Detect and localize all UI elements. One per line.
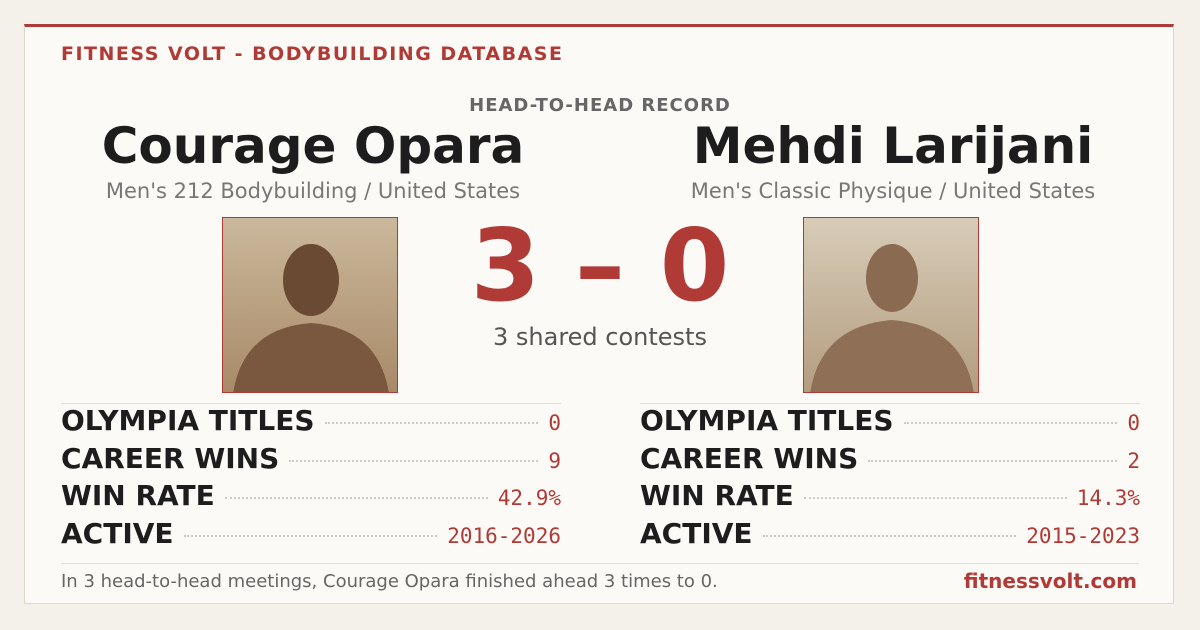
leader [183,534,438,537]
leader [324,422,539,424]
leader [762,534,1017,537]
photo-art [233,244,389,392]
stat-row: OLYMPIA TITLES 0 [61,404,561,442]
card: FITNESS VOLT - BODYBUILDING DATABASE HEA… [24,24,1174,604]
photo-art [810,244,974,392]
stat-label: WIN RATE [61,479,215,512]
stat-value: 42.9% [497,486,561,510]
stats: OLYMPIA TITLES 0 CAREER WINS 2 WIN RATE 14.3%… [640,403,1140,554]
stat-value: 9 [548,448,561,473]
leader [289,459,539,462]
leader [803,497,1067,499]
athlete-photo [803,217,979,393]
stat-row: WIN RATE 42.9% [61,479,561,517]
stat-row: CAREER WINS 9 [61,442,561,480]
stat-row: ACTIVE 2016-2026 [61,517,561,555]
stat-label: ACTIVE [61,516,174,550]
stat-row: OLYMPIA TITLES 0 [640,404,1140,442]
score: 3 – 0 [470,207,730,324]
athlete-name: Courage Opara [101,117,525,175]
stat-label: CAREER WINS [61,441,280,475]
stat-value: 2015-2023 [1026,523,1140,548]
shared-contests: 3 shared contests [493,323,707,351]
leader [903,422,1118,424]
brand: FITNESS VOLT - BODYBUILDING DATABASE [61,43,564,65]
stat-value: 14.3% [1076,486,1140,510]
leader [868,459,1118,462]
stat-label: WIN RATE [640,479,794,512]
athlete-name: Mehdi Larijani [692,117,1094,175]
site-link[interactable]: fitnessvolt.com [963,569,1137,593]
stat-value: 2016-2026 [447,523,561,548]
divider [61,563,1139,564]
athlete-photo [222,217,398,393]
stat-label: OLYMPIA TITLES [640,404,894,437]
stats: OLYMPIA TITLES 0 CAREER WINS 9 WIN RATE 42.9%… [61,403,561,554]
stat-row: ACTIVE 2015-2023 [640,517,1140,555]
stat-value: 0 [1127,411,1140,435]
stat-label: CAREER WINS [640,441,859,475]
summary: In 3 head-to-head meetings, Courage Opar… [61,571,718,592]
athlete-division: Men's 212 Bodybuilding / United States [105,179,521,203]
stat-label: ACTIVE [640,516,753,550]
leader [224,497,488,499]
section-title: HEAD-TO-HEAD RECORD [469,95,731,116]
athlete-division: Men's Classic Physique / United States [690,179,1096,203]
stat-row: CAREER WINS 2 [640,442,1140,480]
stat-value: 0 [548,411,561,435]
stat-label: OLYMPIA TITLES [61,404,315,437]
stat-row: WIN RATE 14.3% [640,479,1140,517]
stat-value: 2 [1127,448,1140,473]
